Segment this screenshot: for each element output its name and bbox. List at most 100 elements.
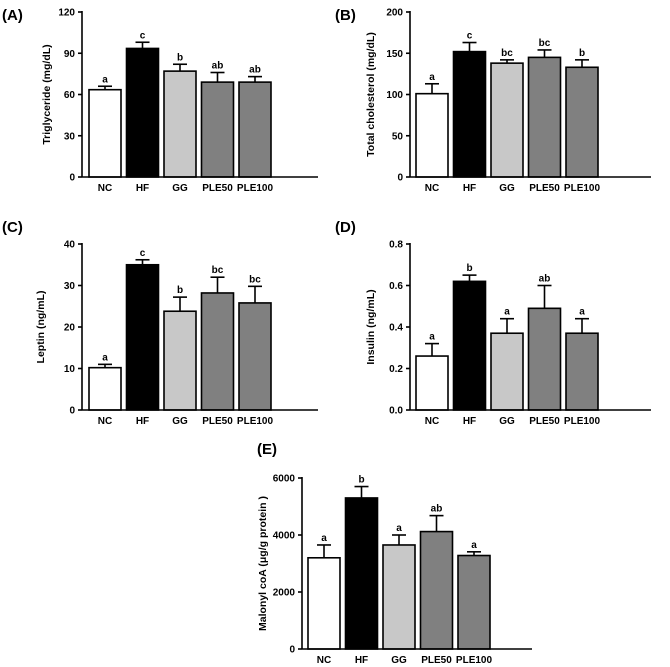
category-label: PLE50 <box>529 416 560 427</box>
category-label: PLE100 <box>237 416 274 427</box>
significance-letter: b <box>177 52 183 63</box>
significance-letter: ab <box>249 65 261 76</box>
bar-gg <box>490 332 524 411</box>
y-tick-label: 0 <box>69 173 75 184</box>
category-label: NC <box>98 183 112 194</box>
y-tick-label: 0.2 <box>389 364 403 375</box>
category-label: GG <box>172 416 188 427</box>
bar-gg <box>490 62 524 178</box>
category-label: GG <box>391 655 407 666</box>
panel-label: (D) <box>335 219 356 236</box>
y-tick-label: 10 <box>64 364 76 375</box>
panel-a: (A) Triglyceride (mg/dL) a NC c HF b GG ab PLE50 a… <box>2 7 318 194</box>
bar-gg <box>163 310 197 411</box>
panel-e: (E) Malonyl coA (μg/g protein ) a NC b HF a GG a… <box>257 441 532 666</box>
y-tick-label: 4000 <box>273 531 296 542</box>
category-label: PLE100 <box>564 416 601 427</box>
category-label: PLE100 <box>564 183 601 194</box>
bar-hf <box>125 47 160 178</box>
panel-label: (C) <box>2 219 23 236</box>
category-label: NC <box>425 416 439 427</box>
y-tick-label: 2000 <box>273 588 296 599</box>
panel-label: (A) <box>2 7 23 24</box>
category-label: HF <box>463 416 476 427</box>
significance-letter: c <box>467 31 473 42</box>
significance-letter: b <box>466 263 472 274</box>
category-label: GG <box>499 416 515 427</box>
significance-letter: a <box>102 352 108 363</box>
significance-letter: ab <box>212 61 224 72</box>
significance-letter: a <box>429 332 435 343</box>
significance-letter: a <box>504 307 510 318</box>
y-axis-title: Total cholesterol (mg/dL) <box>365 32 377 157</box>
significance-letter: ab <box>431 504 443 515</box>
bar-hf <box>344 497 379 650</box>
y-tick-label: 120 <box>58 8 75 19</box>
category-label: PLE50 <box>202 183 233 194</box>
significance-letter: a <box>102 74 108 85</box>
bar-nc <box>415 92 449 178</box>
y-tick-label: 90 <box>64 49 76 60</box>
significance-letter: b <box>177 285 183 296</box>
y-tick-label: 0 <box>69 406 75 417</box>
significance-letter: a <box>471 540 477 551</box>
panel-label: (E) <box>257 441 277 458</box>
category-label: HF <box>136 183 149 194</box>
y-tick-label: 40 <box>64 240 76 251</box>
y-tick-label: 60 <box>64 90 76 101</box>
panel-b: (B) Total cholesterol (mg/dL) a NC c HF bc GG bc… <box>335 7 651 194</box>
bar-ple100 <box>457 554 491 650</box>
significance-letter: bc <box>539 38 551 49</box>
bar-ple100 <box>238 81 272 178</box>
y-tick-label: 0 <box>397 173 403 184</box>
bar-nc <box>415 355 449 411</box>
category-label: PLE50 <box>421 655 452 666</box>
category-label: PLE100 <box>237 183 274 194</box>
y-axis-title: Leptin (ng/mL) <box>35 291 47 364</box>
bar-ple100 <box>565 332 599 411</box>
category-label: NC <box>98 416 112 427</box>
y-tick-label: 0 <box>289 645 295 656</box>
y-tick-label: 0.4 <box>389 323 403 334</box>
bar-nc <box>307 556 341 650</box>
bar-ple50 <box>527 307 562 411</box>
category-label: HF <box>136 416 149 427</box>
bar-ple50 <box>527 56 562 178</box>
bar-hf <box>125 263 160 411</box>
significance-letter: bc <box>501 48 513 59</box>
y-axis-title: Insulin (ng/mL) <box>365 289 377 364</box>
y-tick-label: 150 <box>386 49 403 60</box>
bar-hf <box>452 280 487 411</box>
category-label: HF <box>355 655 368 666</box>
panel-c: (C) Leptin (ng/mL) a NC c HF b GG bc PLE50 bc PLE10… <box>2 219 318 427</box>
y-axis-title: Triglyceride (mg/dL) <box>41 44 53 144</box>
panel-d: (D) Insulin (ng/mL) a NC b HF a GG ab PLE50 a PLE10… <box>335 219 651 427</box>
significance-letter: b <box>358 475 364 486</box>
bar-ple50 <box>419 530 454 650</box>
category-label: NC <box>317 655 331 666</box>
y-axis-title: Malonyl coA (μg/g protein ) <box>257 496 269 631</box>
significance-letter: c <box>140 248 146 259</box>
y-tick-label: 20 <box>64 323 76 334</box>
significance-letter: b <box>579 48 585 59</box>
category-label: HF <box>463 183 476 194</box>
bar-nc <box>88 88 122 178</box>
y-tick-label: 0.0 <box>389 406 403 417</box>
significance-letter: bc <box>212 265 224 276</box>
category-label: GG <box>172 183 188 194</box>
category-label: GG <box>499 183 515 194</box>
category-label: PLE50 <box>529 183 560 194</box>
y-tick-label: 6000 <box>273 474 296 485</box>
y-tick-label: 0.6 <box>389 281 403 292</box>
bar-ple100 <box>238 302 272 411</box>
bar-ple50 <box>200 292 235 411</box>
bar-ple100 <box>565 66 599 178</box>
y-tick-label: 100 <box>386 90 403 101</box>
category-label: NC <box>425 183 439 194</box>
y-tick-label: 0.8 <box>389 240 403 251</box>
significance-letter: bc <box>249 274 261 285</box>
y-tick-label: 200 <box>386 8 403 19</box>
panel-label: (B) <box>335 7 356 24</box>
significance-letter: a <box>429 72 435 83</box>
